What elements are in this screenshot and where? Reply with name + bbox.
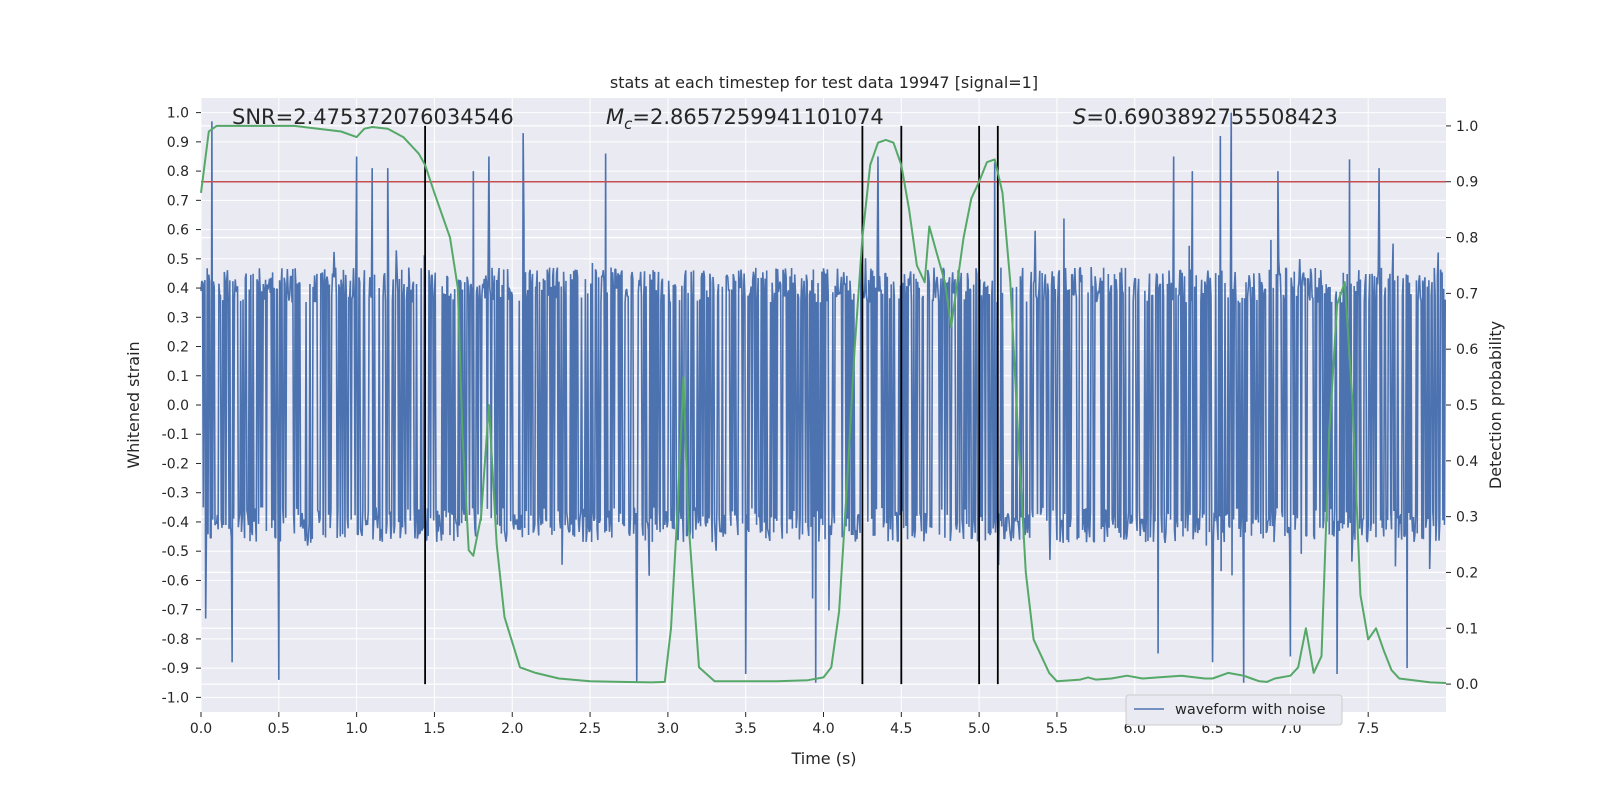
s-symbol: S [1073, 105, 1086, 129]
y-right-tick-label: 0.7 [1456, 286, 1478, 302]
y-left-tick-label: 0.1 [167, 369, 189, 385]
y-left-tick-label: -0.9 [162, 661, 189, 677]
mc-symbol: M [606, 105, 624, 129]
waveform-path [200, 112, 1447, 683]
s-value: 0.6903892755508423 [1104, 105, 1338, 129]
x-tick-label: 1.5 [423, 721, 445, 737]
x-tick-label: 0.0 [190, 721, 212, 737]
legend-label: waveform with noise [1175, 702, 1326, 718]
snr-annotation: SNR=2.475372076034546 [232, 105, 514, 129]
vertical-markers [424, 125, 999, 685]
x-tick-label: 3.5 [735, 721, 757, 737]
snr-value: 2.475372076034546 [293, 105, 513, 129]
y-left-tick-label: 0.5 [167, 252, 189, 268]
y-right-tick-label: 0.4 [1456, 454, 1478, 470]
chirp-mass-annotation: Mc=2.8657259941101074 [606, 105, 884, 133]
y-right-tick-label: 0.3 [1456, 510, 1478, 526]
x-tick-label: 7.5 [1357, 721, 1379, 737]
x-tick-label: 2.5 [579, 721, 601, 737]
y-left-tick-label: -0.1 [162, 427, 189, 443]
y-left-tick-label: -0.2 [162, 456, 189, 472]
y-left-tick-label: 0.9 [167, 135, 189, 151]
y-right-axis-label: Detection probability [1486, 321, 1505, 489]
y-left-tick-label: -1.0 [162, 690, 189, 706]
y-left-tick-label: 0.7 [167, 193, 189, 209]
legend: waveform with noise [1125, 694, 1343, 726]
y-left-tick-label: 0.6 [167, 223, 189, 239]
y-left-tick-label: -0.5 [162, 544, 189, 560]
y-right-tick-label: 1.0 [1456, 119, 1478, 135]
y-right-tick-label: 0.5 [1456, 398, 1478, 414]
y-left-tick-label: 1.0 [167, 106, 189, 122]
y-right-tick-label: 0.1 [1456, 621, 1478, 637]
x-tick-label: 5.5 [1046, 721, 1068, 737]
x-tick-label: 0.5 [268, 721, 290, 737]
chart-title: stats at each timestep for test data 199… [610, 73, 1038, 92]
x-tick-label: 3.0 [657, 721, 679, 737]
mc-subscript: c [624, 115, 633, 133]
y-left-axis-ticks: -1.0 -0.9 -0.8 -0.7 -0.6 -0.5 -0.4 -0.3 -0.2 -0.1… [162, 106, 201, 706]
y-right-axis-ticks: 0.0 0.1 0.2 0.3 0.4 0.5 0.6 0.7 0.8 0.9 1.0 [1446, 119, 1478, 693]
y-left-tick-label: -0.3 [162, 486, 189, 502]
y-right-tick-label: 0.8 [1456, 231, 1478, 247]
x-tick-label: 1.0 [345, 721, 367, 737]
y-left-axis-label: Whitened strain [124, 341, 143, 468]
y-right-tick-label: 0.6 [1456, 342, 1478, 358]
y-right-tick-label: 0.0 [1456, 677, 1478, 693]
x-tick-label: 5.0 [968, 721, 990, 737]
y-left-tick-label: 0.0 [167, 398, 189, 414]
waveform-series [200, 112, 1447, 683]
y-right-tick-label: 0.2 [1456, 565, 1478, 581]
s-annotation: S=0.6903892755508423 [1073, 105, 1338, 129]
y-right-tick-label: 0.9 [1456, 175, 1478, 191]
y-left-tick-label: 0.8 [167, 164, 189, 180]
x-tick-label: 4.0 [812, 721, 834, 737]
y-left-tick-label: -0.4 [162, 515, 189, 531]
detection-probability-line [200, 124, 1447, 684]
y-left-tick-label: 0.2 [167, 340, 189, 356]
x-tick-label: 2.0 [501, 721, 523, 737]
y-left-tick-label: -0.8 [162, 632, 189, 648]
y-left-tick-label: 0.4 [167, 281, 189, 297]
mc-value: 2.8657259941101074 [650, 105, 884, 129]
legend-box [1125, 694, 1343, 726]
y-left-tick-label: 0.3 [167, 310, 189, 326]
x-axis-label: Time (s) [790, 749, 856, 768]
x-tick-label: 4.5 [890, 721, 912, 737]
y-left-tick-label: -0.6 [162, 573, 189, 589]
snr-label: SNR [232, 105, 276, 129]
y-left-tick-label: -0.7 [162, 603, 189, 619]
